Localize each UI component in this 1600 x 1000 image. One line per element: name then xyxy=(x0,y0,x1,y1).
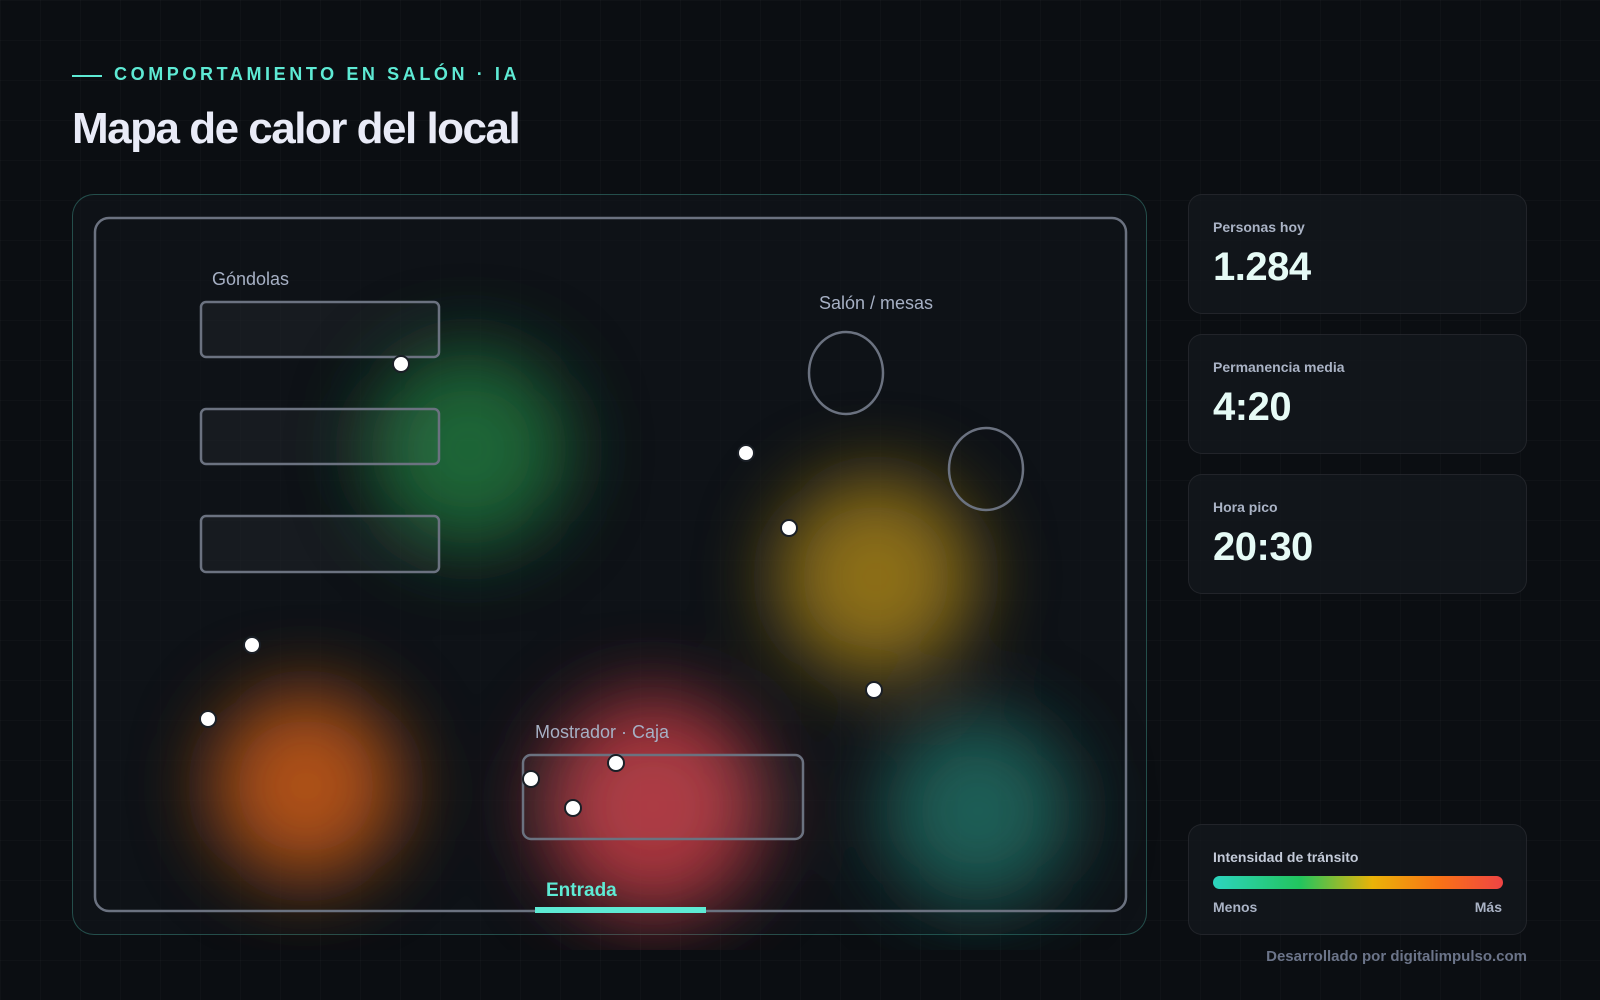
stat-card: Permanencia media 4:20 xyxy=(1188,334,1527,454)
person-dot xyxy=(607,754,625,772)
heat-blob xyxy=(776,477,976,677)
person-dot xyxy=(243,636,261,654)
stat-card: Personas hoy 1.284 xyxy=(1188,194,1527,314)
person-dot xyxy=(780,519,798,537)
person-dot xyxy=(737,444,755,462)
heat-blob xyxy=(543,696,763,916)
person-dot xyxy=(865,681,883,699)
eyebrow-line xyxy=(72,75,102,77)
legend-title: Intensidad de tránsito xyxy=(1213,849,1359,865)
footer-credit: Desarrollado por digitalimpulso.com xyxy=(1266,948,1527,965)
eyebrow: COMPORTAMIENTO EN SALÓN · IA xyxy=(114,64,521,84)
stat-value: 4:20 xyxy=(1213,385,1292,429)
heat-blob xyxy=(211,691,401,881)
counter xyxy=(521,753,805,841)
zone-label: Salón / mesas xyxy=(819,293,933,313)
legend-max: Más xyxy=(1474,899,1502,915)
person-dot xyxy=(522,770,540,788)
stat-label: Permanencia media xyxy=(1213,359,1345,375)
stat-value: 20:30 xyxy=(1213,525,1313,569)
heat-blobs xyxy=(211,349,1073,916)
stat-label: Personas hoy xyxy=(1213,219,1305,235)
people-dots xyxy=(199,355,883,817)
heat-blob xyxy=(369,349,569,549)
table xyxy=(947,426,1025,512)
page-title: Mapa de calor del local xyxy=(72,104,521,153)
zone-label: Mostrador · Caja xyxy=(535,722,670,742)
stat-card: Hora pico 20:30 xyxy=(1188,474,1527,594)
person-dot xyxy=(564,799,582,817)
shelf xyxy=(199,300,441,359)
shelf xyxy=(199,514,441,574)
person-dot xyxy=(392,355,410,373)
stat-value: 1.284 xyxy=(1213,245,1311,289)
legend-min: Menos xyxy=(1213,899,1258,915)
person-dot xyxy=(199,710,217,728)
floor-map: Góndolas Salón / mesas Mostrador · Caja … xyxy=(93,216,1128,916)
heat-blob xyxy=(883,716,1073,906)
entrance-bar xyxy=(535,907,706,913)
entrance-label: Entrada xyxy=(546,880,617,901)
legend-gradient xyxy=(1213,876,1503,889)
table xyxy=(807,330,885,416)
zone-label: Góndolas xyxy=(212,269,289,289)
stat-label: Hora pico xyxy=(1213,499,1278,515)
legend-card: Intensidad de tránsito Menos Más xyxy=(1188,824,1527,935)
shelf xyxy=(199,407,441,466)
